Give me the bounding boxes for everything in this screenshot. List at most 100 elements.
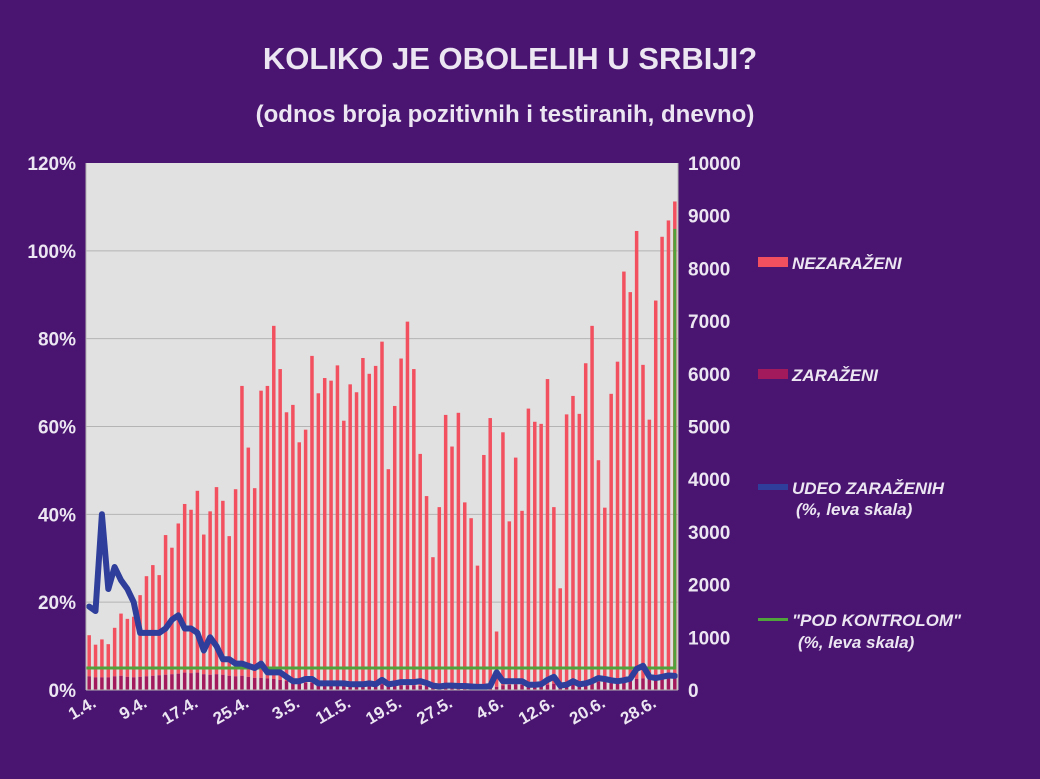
bar-nezarazeni [386,469,391,686]
bar-nezarazeni [653,300,658,678]
bar-zarazeni [284,681,289,690]
bar-zarazeni [144,676,149,690]
bar-zarazeni [628,679,633,690]
bar-nezarazeni [564,414,569,684]
bar-zarazeni [590,681,594,690]
x-axis-ticks: 1.4. 9.4. 17.4. 25.4. 3.5. 11.5. 19.5. 27.5. 4.6… [65,693,659,728]
bar-zarazeni [673,675,677,690]
bar-nezarazeni [100,639,104,678]
bar-zarazeni [112,676,117,690]
bar-nezarazeni [163,535,168,675]
bar-nezarazeni [367,373,372,685]
bar-zarazeni [660,676,664,690]
legend-label-pod-kontrolom-sub: (%, leva skala) [798,633,915,652]
bar-nezarazeni [443,414,448,687]
bar-nezarazeni [361,357,365,685]
bar-zarazeni [310,682,314,690]
bar-nezarazeni [93,644,98,678]
bar-zarazeni [202,674,206,690]
bar-zarazeni [507,684,512,690]
bar-zarazeni [405,685,410,690]
bar-nezarazeni [622,271,626,680]
bar-nezarazeni [526,408,531,686]
bar-zarazeni [189,673,193,690]
bar-zarazeni [641,678,645,690]
legend-swatch-pod-kontrolom [758,618,788,621]
legend-label-udeo-sub: (%, leva skala) [796,500,913,519]
right-tick-label: 6000 [688,365,730,386]
right-tick-label: 10000 [688,154,741,175]
bar-nezarazeni [214,487,219,675]
bar-nezarazeni [278,369,282,680]
bar-nezarazeni [533,421,537,686]
bar-zarazeni [545,684,550,690]
bar-nezarazeni [450,446,454,687]
bar-nezarazeni [545,379,550,685]
bar-nezarazeni [494,631,499,687]
bar-nezarazeni [513,457,518,685]
bar-nezarazeni [316,393,321,684]
bar-zarazeni [278,679,282,690]
bar-nezarazeni [380,341,384,685]
bar-zarazeni [412,685,416,690]
legend-label-nezarazeni: NEZARAŽENI [792,254,903,273]
bar-zarazeni [424,685,429,690]
bar-nezarazeni [475,565,480,687]
bar-zarazeni [399,685,403,690]
bar-nezarazeni [189,509,193,674]
bar-nezarazeni [221,500,225,675]
bar-zarazeni [513,684,518,690]
bar-zarazeni [303,682,308,690]
x-tick-label: 20.6. [566,693,608,728]
bar-nezarazeni [609,393,613,682]
bar-nezarazeni [131,616,136,678]
bar-nezarazeni [501,432,505,686]
bar-nezarazeni [405,321,410,686]
bar-nezarazeni [583,363,588,683]
legend-item-udeo: UDEO ZARAŽENIH (%, leva skala) [758,479,945,519]
bar-nezarazeni [202,534,206,675]
x-tick-label: 4.6. [473,693,507,724]
bar-zarazeni [520,684,524,690]
bar-nezarazeni [182,503,187,673]
bar-zarazeni [373,684,378,690]
bar-nezarazeni [666,220,671,677]
bar-nezarazeni [615,361,620,681]
bar-nezarazeni [412,369,416,686]
x-tick-label: 19.5. [362,693,404,728]
bar-zarazeni [265,678,270,690]
bar-zarazeni [367,684,372,690]
left-tick-label: 20% [38,593,76,614]
bar-nezarazeni [431,557,435,687]
bar-nezarazeni [392,405,397,686]
bar-zarazeni [227,675,231,690]
bar-nezarazeni [265,385,270,679]
left-tick-label: 40% [38,505,76,526]
bar-nezarazeni [272,325,276,679]
bar-nezarazeni [552,507,556,684]
bar-zarazeni [246,676,251,690]
x-tick-label: 27.5. [413,693,455,728]
bar-zarazeni [622,679,626,690]
bar-zarazeni [571,683,575,690]
bar-nezarazeni [437,507,442,687]
x-tick-label: 28.6. [617,693,659,728]
legend-label-udeo: UDEO ZARAŽENIH [792,479,945,498]
axes [85,163,679,691]
bar-nezarazeni [144,576,149,677]
bar-nezarazeni [634,230,639,679]
bar-nezarazeni [596,460,601,682]
bar-zarazeni [322,683,327,690]
bar-nezarazeni [488,418,492,687]
bar-nezarazeni [284,412,289,682]
bar-zarazeni [329,683,333,690]
bar-nezarazeni [151,565,155,676]
bar-nezarazeni [469,518,473,687]
line-pod-kontrolom [86,228,677,670]
bar-zarazeni [647,677,652,690]
bar-nezarazeni [291,404,295,682]
bar-nezarazeni [125,618,130,677]
bar-nezarazeni [112,627,117,677]
bar-nezarazeni [106,644,111,678]
right-tick-label: 4000 [688,470,730,491]
